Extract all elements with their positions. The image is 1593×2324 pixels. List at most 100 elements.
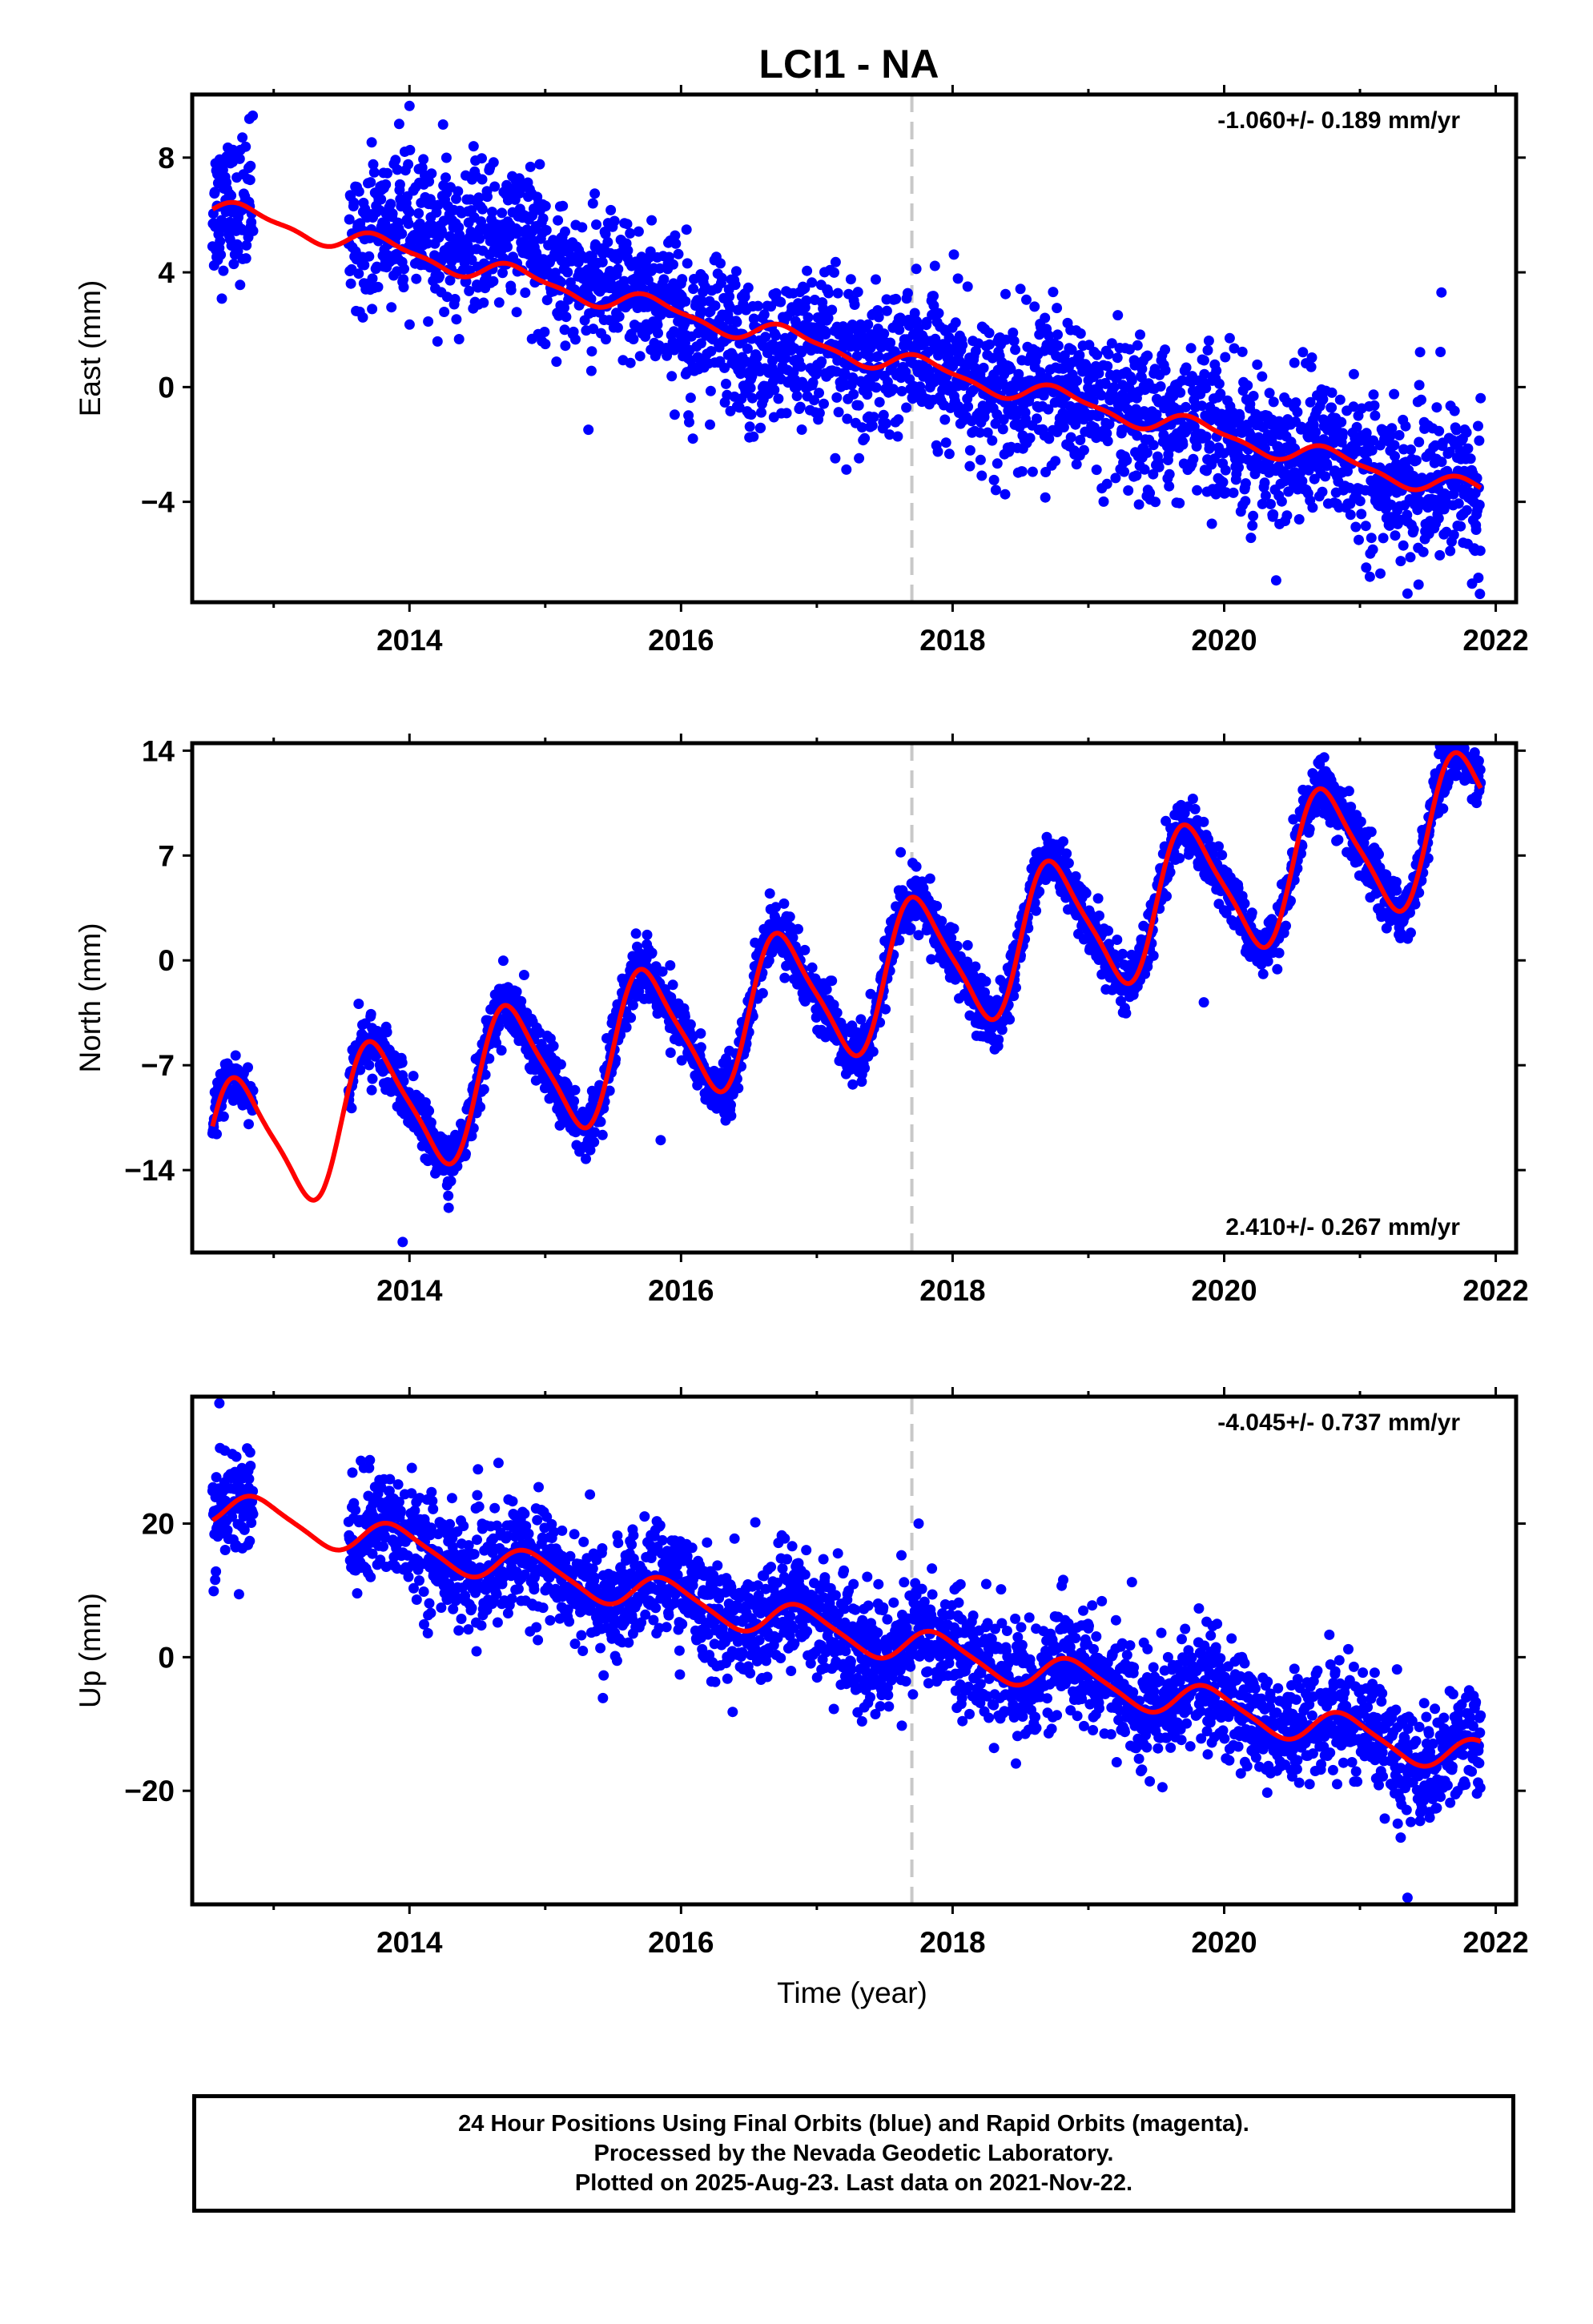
point-east-1977 xyxy=(1136,364,1148,375)
point-east-1331 xyxy=(863,319,874,330)
point-east-1700 xyxy=(1021,294,1032,305)
point-east-1661 xyxy=(1005,364,1016,375)
point-east-616 xyxy=(560,226,570,237)
point-east-138 xyxy=(359,259,370,271)
y-axis-title-east: East (mm) xyxy=(74,280,107,417)
point-east-2244 xyxy=(1245,533,1257,544)
point-east-2020 xyxy=(1153,461,1165,472)
point-east-462 xyxy=(497,207,508,219)
point-east-2729 xyxy=(1448,489,1459,500)
point-east-2095 xyxy=(1185,343,1197,354)
point-east-1605 xyxy=(982,427,993,438)
point-east-1615 xyxy=(987,435,998,446)
point-east-730 xyxy=(609,215,620,227)
point-east-194 xyxy=(382,167,393,179)
point-north-1822 xyxy=(1070,870,1081,882)
point-east-2659 xyxy=(1418,546,1429,557)
point-east-1280 xyxy=(841,464,852,475)
outlier-east-1 xyxy=(1375,568,1386,579)
point-east-2300 xyxy=(1268,396,1279,408)
point-east-1897 xyxy=(1103,348,1114,360)
point-east-1811 xyxy=(1066,344,1077,356)
point-east-1184 xyxy=(802,265,813,276)
point-east-1647 xyxy=(1000,489,1011,500)
point-east-1947 xyxy=(1124,344,1135,355)
point-north-1451 xyxy=(913,930,924,941)
point-east-417 xyxy=(477,153,487,164)
point-east-1559 xyxy=(962,281,973,292)
point-east-572 xyxy=(541,225,552,235)
point-east-740 xyxy=(613,263,624,275)
point-east-1517 xyxy=(943,448,955,460)
point-east-1479 xyxy=(928,300,939,311)
point-north-1151 xyxy=(787,932,799,943)
point-east-1976 xyxy=(1136,372,1147,383)
points-east xyxy=(207,100,1486,600)
point-east-976 xyxy=(715,258,726,269)
point-north-775 xyxy=(627,999,638,1011)
point-east-2005 xyxy=(1148,468,1159,480)
point-east-687 xyxy=(591,219,601,230)
point-east-1059 xyxy=(748,431,759,442)
point-east-1893 xyxy=(1101,428,1112,439)
point-east-475 xyxy=(502,241,513,252)
point-east-1173 xyxy=(796,424,807,435)
point-east-1256 xyxy=(831,392,843,403)
point-north-503 xyxy=(516,995,527,1007)
point-east-1908 xyxy=(1108,382,1120,392)
point-east-2034 xyxy=(1160,344,1171,356)
point-east-1778 xyxy=(1052,340,1064,352)
point-east-389 xyxy=(465,265,476,276)
point-east-762 xyxy=(622,219,633,230)
point-east-2200 xyxy=(1228,487,1239,498)
point-east-2585 xyxy=(1386,423,1398,434)
point-east-1252 xyxy=(830,452,841,464)
point-east-2737 xyxy=(1451,424,1462,436)
point-east-1229 xyxy=(820,329,831,340)
point-east-2174 xyxy=(1217,476,1229,488)
point-east-890 xyxy=(677,274,688,285)
point-east-1398 xyxy=(893,414,904,425)
point-east-318 xyxy=(434,271,445,282)
point-north-700 xyxy=(597,1129,608,1140)
point-east-2299 xyxy=(1268,509,1279,520)
fit-line-east xyxy=(211,199,1482,493)
point-east-1482 xyxy=(929,260,940,271)
point-east-1747 xyxy=(1040,312,1051,324)
point-north-492 xyxy=(511,986,522,997)
point-east-1872 xyxy=(1091,464,1102,476)
point-north-769 xyxy=(626,1012,637,1023)
point-east-2607 xyxy=(1395,556,1406,567)
point-east-2319 xyxy=(1276,496,1287,507)
point-east-2499 xyxy=(1350,521,1362,533)
point-east-1748 xyxy=(1040,492,1051,503)
point-east-1608 xyxy=(984,328,995,339)
point-east-1624 xyxy=(990,485,1001,496)
point-east-1372 xyxy=(881,418,891,429)
point-east-336 xyxy=(440,152,452,163)
point-east-742 xyxy=(613,311,625,322)
point-east-2487 xyxy=(1345,509,1356,521)
point-east-2746 xyxy=(1455,521,1466,532)
point-east-1356 xyxy=(873,351,884,362)
point-east-2509 xyxy=(1354,496,1366,507)
point-east-1757 xyxy=(1043,330,1054,341)
point-east-2357 xyxy=(1292,407,1303,417)
point-east-910 xyxy=(685,392,696,404)
point-east-1895 xyxy=(1102,360,1113,372)
point-east-617 xyxy=(560,340,571,352)
point-north-634 xyxy=(569,1084,581,1096)
point-east-2730 xyxy=(1448,529,1459,541)
point-north-1144 xyxy=(784,911,795,923)
point-east-2349 xyxy=(1289,357,1300,368)
point-east-2506 xyxy=(1354,534,1364,545)
point-north-902 xyxy=(679,1011,690,1022)
point-east-2260 xyxy=(1252,359,1263,370)
point-east-881 xyxy=(673,248,684,259)
point-east-1509 xyxy=(940,437,951,448)
point-east-2248 xyxy=(1247,520,1258,531)
point-east-1067 xyxy=(751,352,762,363)
point-east-1305 xyxy=(851,351,863,362)
point-east-899 xyxy=(680,296,691,307)
point-north-1507 xyxy=(936,915,947,927)
